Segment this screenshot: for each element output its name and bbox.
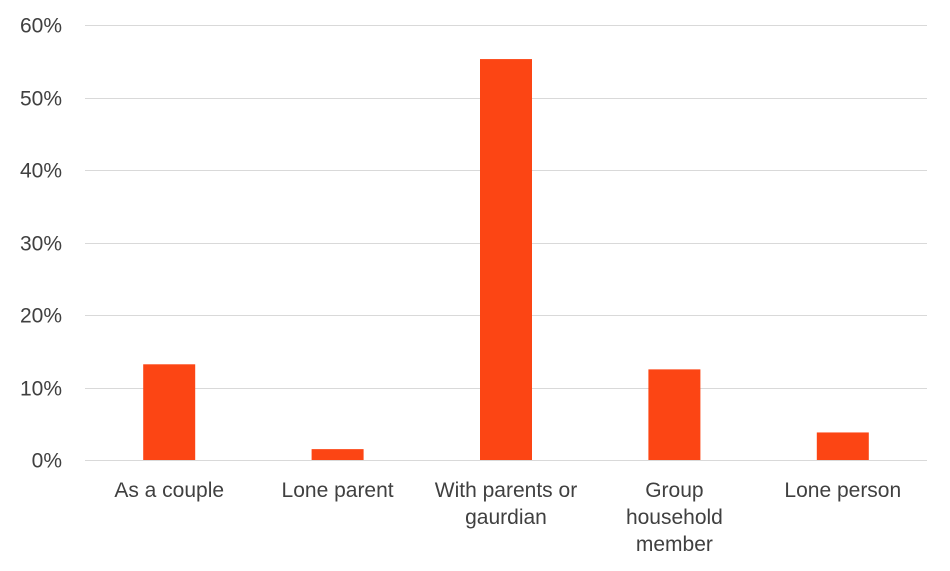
x-category-label: Lone person: [784, 479, 901, 502]
x-category-label-line: gaurdian: [465, 506, 547, 529]
y-tick-label: 30%: [20, 233, 62, 256]
y-axis-tick-labels: 0% 10% 20% 30% 40% 50% 60%: [20, 15, 62, 473]
x-category-label-line: Group: [645, 479, 703, 502]
x-category-label: With parents or gaurdian: [435, 479, 577, 529]
x-category-label-line: With parents or: [435, 479, 577, 502]
y-tick-label: 40%: [20, 160, 62, 183]
x-category-label-line: household: [626, 506, 723, 529]
x-axis-category-labels: As a couple Lone parent With parents or gau…: [114, 479, 901, 556]
bar-2: [311, 449, 364, 460]
x-category-label: As a couple: [114, 479, 224, 502]
y-tick-label: 60%: [20, 15, 62, 38]
x-category-label-line: As a couple: [114, 479, 224, 502]
x-category-label-line: Lone person: [784, 479, 901, 502]
bar-3: [480, 59, 532, 460]
y-tick-label: 20%: [20, 305, 62, 328]
bar-1: [143, 364, 196, 460]
bar-4: [648, 369, 701, 460]
x-category-label: Lone parent: [282, 479, 394, 502]
x-category-label: Group household member: [626, 479, 723, 556]
y-tick-label: 10%: [20, 378, 62, 401]
x-category-label-line: Lone parent: [282, 479, 394, 502]
y-tick-label: 0%: [32, 450, 62, 473]
x-category-label-line: member: [636, 533, 713, 556]
y-tick-label: 50%: [20, 88, 62, 111]
bars: [143, 59, 869, 460]
bar-5: [816, 432, 869, 460]
